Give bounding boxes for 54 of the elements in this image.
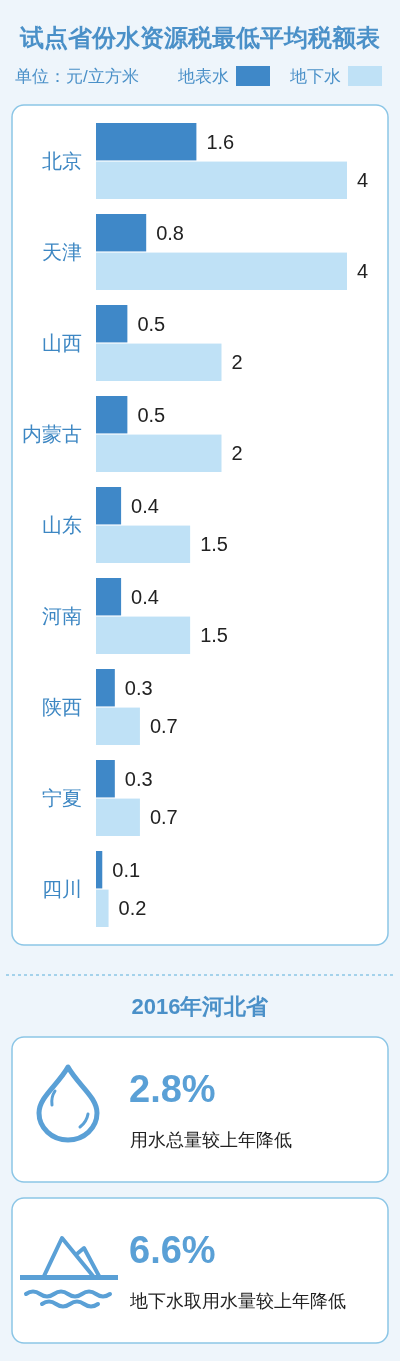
bar [96, 305, 128, 343]
data-label: 0.7 [149, 715, 178, 738]
data-label: 4 [357, 169, 369, 192]
data-label: 0.8 [156, 221, 185, 244]
y-tick-label: 四川 [42, 878, 82, 901]
text: 用水总量较上年降低 [130, 1130, 292, 1150]
data-label: 0.4 [131, 585, 159, 608]
y-tick-label: 北京 [42, 149, 82, 172]
text: 地下水取用水量较上年降低 [129, 1291, 346, 1311]
bar [96, 123, 197, 161]
data-label: 2 [231, 442, 243, 465]
bar [96, 343, 222, 381]
y-tick-label: 山西 [42, 332, 82, 354]
data-label: 0.5 [137, 312, 166, 335]
data-label: 4 [357, 260, 369, 283]
bar [96, 707, 140, 745]
bar [96, 851, 103, 889]
y-tick-label: 内蒙古 [22, 423, 82, 445]
legend-label: 地表水 [177, 67, 229, 86]
data-label: 2 [231, 351, 243, 374]
data-label: 1.5 [200, 624, 228, 647]
data-label: 1.5 [200, 533, 228, 556]
text: 单位：元/立方米 [15, 67, 139, 86]
text: 2.8% [129, 1068, 216, 1110]
bar [96, 760, 115, 798]
bar [96, 214, 147, 252]
text: 2016年河北省 [131, 994, 270, 1019]
bar [96, 616, 191, 654]
data-label: 0.5 [137, 403, 166, 426]
bar [96, 889, 109, 927]
y-tick-label: 宁夏 [42, 787, 82, 810]
y-tick-label: 山东 [42, 514, 82, 536]
data-label: 0.7 [149, 806, 178, 829]
data-label: 1.6 [206, 130, 235, 153]
data-label: 0.2 [118, 897, 147, 920]
text: 6.6% [129, 1229, 216, 1271]
y-tick-label: 天津 [42, 240, 82, 263]
data-label: 0.3 [124, 767, 153, 790]
bar [96, 525, 191, 563]
data-label: 0.3 [124, 676, 153, 699]
data-label: 0.4 [131, 494, 159, 517]
y-tick-label: 陕西 [42, 696, 82, 718]
bar [96, 578, 122, 616]
legend-label: 地下水 [289, 67, 341, 86]
y-tick-label: 河南 [42, 605, 82, 627]
bar [96, 252, 347, 290]
bar [96, 487, 122, 525]
bar [96, 161, 347, 199]
bar [96, 798, 140, 836]
bar [96, 669, 115, 707]
chart-title: 试点省份水资源税最低平均税额表 [19, 24, 380, 51]
data-label: 0.1 [112, 858, 141, 881]
bar [96, 396, 128, 434]
bar [96, 434, 222, 472]
